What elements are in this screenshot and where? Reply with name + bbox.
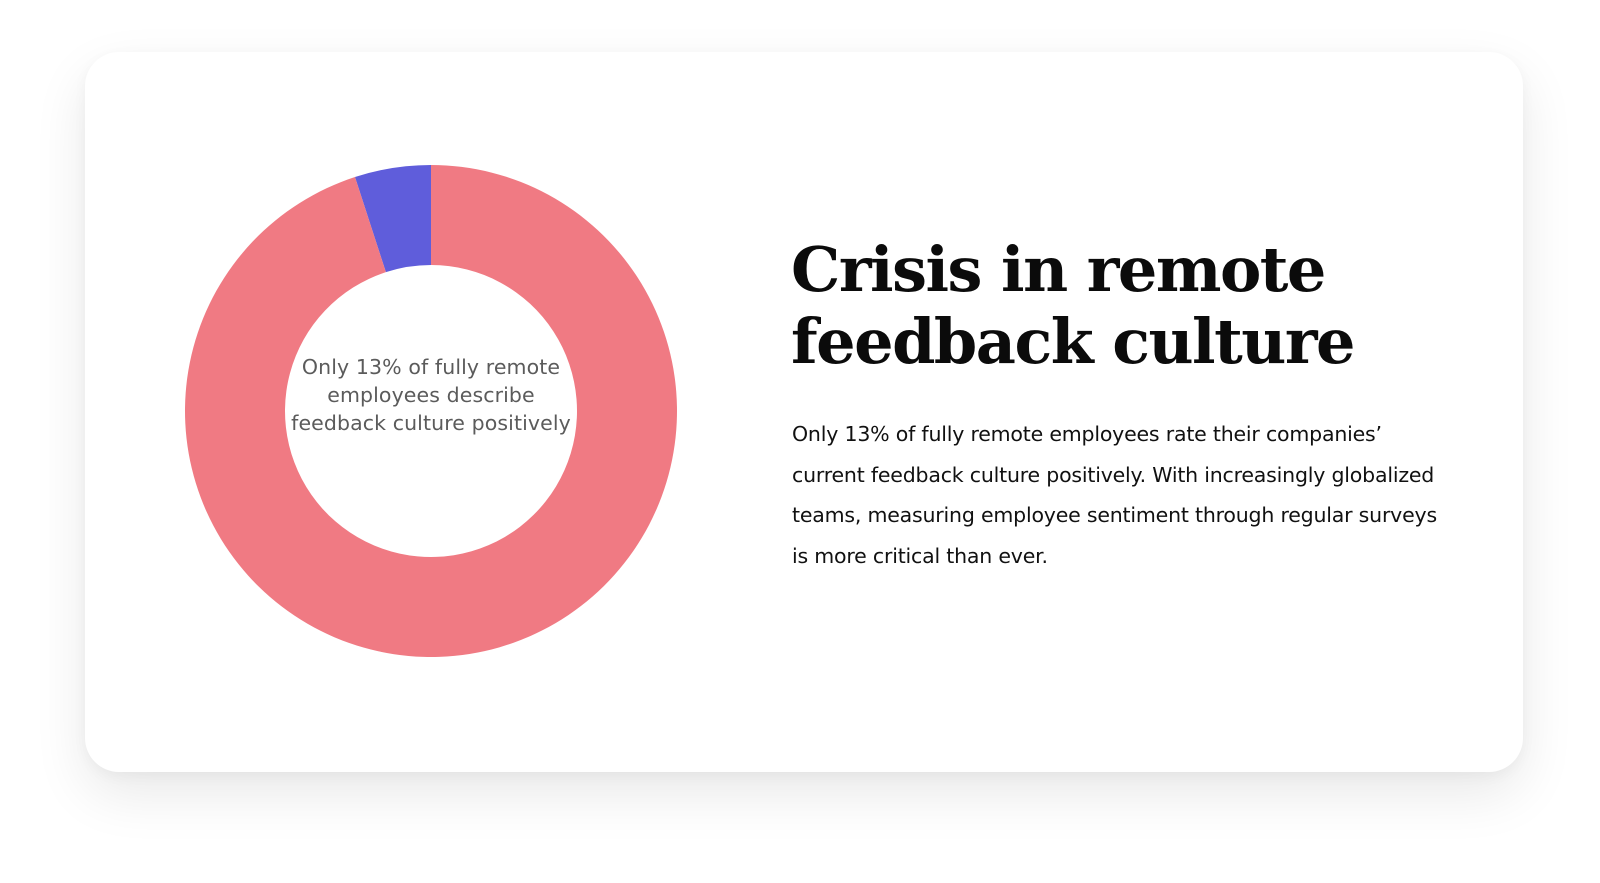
donut-slice-1 (354, 165, 431, 273)
donut-slice-2 (184, 165, 677, 657)
donut-chart-svg (184, 165, 677, 657)
content-card: Only 13% of fully remote employees descr… (85, 52, 1523, 772)
headline: Crisis in remote feedback culture (791, 233, 1355, 378)
body-text: Only 13% of fully remote employees rate … (792, 422, 1437, 568)
donut-center-label: Only 13% of fully remote employees descr… (291, 355, 571, 435)
donut-chart: Only 13% of fully remote employees descr… (184, 164, 678, 658)
